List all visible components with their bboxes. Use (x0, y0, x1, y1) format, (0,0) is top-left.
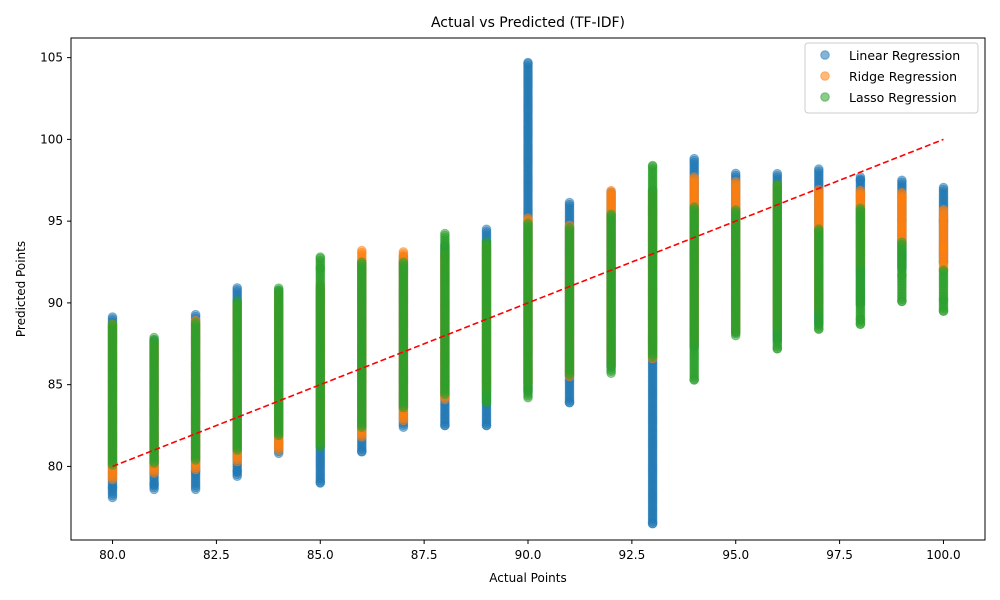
data-point (606, 209, 616, 220)
data-point (689, 153, 700, 164)
data-point (107, 482, 118, 493)
data-point (564, 197, 575, 208)
data-point (357, 245, 367, 256)
data-point (564, 397, 575, 408)
data-point (315, 478, 326, 488)
data-point (814, 184, 824, 195)
chart-title: Actual vs Predicted (TF-IDF) (431, 15, 625, 31)
data-point (689, 172, 700, 182)
data-point (232, 466, 242, 477)
data-point (897, 193, 907, 203)
data-point (730, 168, 741, 179)
data-point (606, 185, 616, 196)
data-point (730, 205, 741, 215)
data-point (855, 190, 866, 200)
data-point (938, 182, 949, 193)
data-point (190, 317, 201, 328)
data-point (523, 57, 533, 68)
data-point (689, 202, 700, 212)
data-point (107, 318, 118, 329)
data-point (855, 203, 866, 214)
data-point (814, 224, 824, 234)
data-point (564, 222, 575, 233)
data-point (481, 420, 492, 431)
data-point (398, 257, 409, 268)
data-point (938, 244, 949, 254)
data-point (398, 247, 409, 257)
data-point (772, 168, 783, 179)
data-point (149, 479, 159, 490)
data-point (897, 175, 907, 186)
data-point (730, 176, 741, 187)
data-point (440, 228, 450, 239)
data-point (440, 420, 450, 431)
data-point (523, 218, 533, 228)
series-lasso-regression (107, 160, 949, 470)
data-point (772, 179, 783, 189)
data-point (232, 283, 242, 293)
data-point (855, 175, 866, 186)
points-layer (107, 57, 949, 529)
data-point (481, 224, 492, 235)
data-point (273, 283, 284, 294)
data-point (938, 204, 949, 215)
data-point (897, 224, 907, 235)
data-point (357, 446, 367, 457)
data-point (647, 518, 658, 529)
data-point (814, 164, 824, 174)
data-point (232, 296, 242, 306)
data-point (357, 257, 367, 268)
data-point (149, 332, 159, 343)
data-point (481, 236, 492, 247)
